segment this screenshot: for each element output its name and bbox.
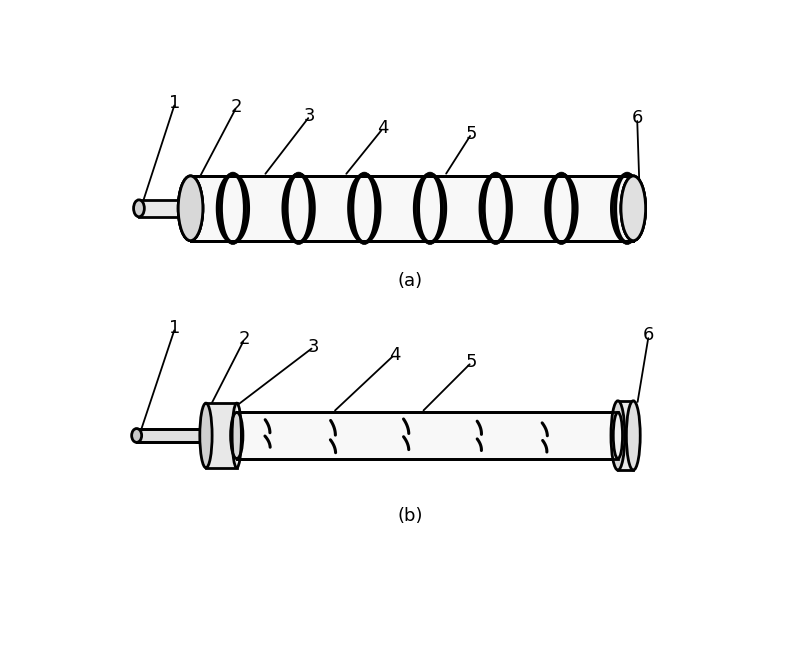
Text: 3: 3 <box>308 338 319 356</box>
Ellipse shape <box>614 413 622 459</box>
Text: (a): (a) <box>398 272 422 290</box>
Ellipse shape <box>621 176 646 241</box>
Ellipse shape <box>285 172 313 245</box>
Ellipse shape <box>420 176 440 241</box>
FancyBboxPatch shape <box>190 176 634 241</box>
Text: 4: 4 <box>389 345 400 364</box>
Ellipse shape <box>200 403 212 468</box>
Ellipse shape <box>611 401 625 470</box>
Text: 3: 3 <box>304 107 316 125</box>
Ellipse shape <box>621 176 646 241</box>
Ellipse shape <box>219 172 246 245</box>
Ellipse shape <box>416 172 444 245</box>
Ellipse shape <box>223 176 243 241</box>
Ellipse shape <box>132 428 142 442</box>
FancyBboxPatch shape <box>137 428 206 442</box>
FancyBboxPatch shape <box>139 200 190 216</box>
Text: 6: 6 <box>643 326 654 344</box>
Text: 1: 1 <box>170 318 181 337</box>
Ellipse shape <box>289 176 309 241</box>
Ellipse shape <box>621 176 646 241</box>
FancyBboxPatch shape <box>206 403 237 468</box>
Ellipse shape <box>178 176 203 241</box>
Text: 2: 2 <box>231 97 242 116</box>
Text: 4: 4 <box>378 119 389 138</box>
Text: 6: 6 <box>631 109 643 127</box>
Ellipse shape <box>547 172 575 245</box>
Text: 2: 2 <box>238 330 250 348</box>
Ellipse shape <box>551 176 571 241</box>
Ellipse shape <box>230 413 243 459</box>
Ellipse shape <box>486 176 506 241</box>
Ellipse shape <box>134 200 144 216</box>
Ellipse shape <box>354 176 374 241</box>
Text: 5: 5 <box>466 353 478 371</box>
Ellipse shape <box>614 172 641 245</box>
Ellipse shape <box>482 172 510 245</box>
Text: (b): (b) <box>398 507 422 525</box>
Ellipse shape <box>350 172 378 245</box>
Text: 1: 1 <box>170 94 181 112</box>
Text: 5: 5 <box>466 124 478 143</box>
FancyBboxPatch shape <box>237 413 634 459</box>
Ellipse shape <box>178 176 203 241</box>
Ellipse shape <box>617 176 637 241</box>
FancyBboxPatch shape <box>618 401 634 470</box>
Ellipse shape <box>178 176 203 241</box>
Ellipse shape <box>626 401 640 470</box>
